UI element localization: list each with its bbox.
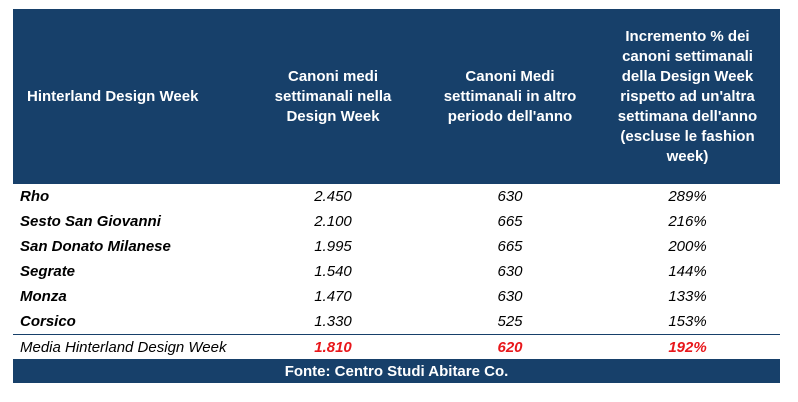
city-cell: Sesto San Giovanni (20, 213, 161, 230)
average-increment: 192% (595, 334, 780, 359)
other-period-cell: 630 (497, 288, 523, 305)
source-row: Fonte: Centro Studi Abitare Co. (13, 359, 780, 383)
header-row: Hinterland Design Week Canoni medi setti… (13, 9, 780, 184)
increment-cell: 144% (668, 263, 707, 280)
other-period-cell: 525 (497, 313, 523, 330)
average-other-period: 620 (425, 334, 595, 359)
average-design-week: 1.810 (241, 334, 425, 359)
increment-cell: 153% (668, 313, 707, 330)
design-week-cell: 2.100 (314, 213, 352, 230)
increment-cell: 289% (668, 188, 707, 205)
table-row: Corsico 1.330 525 153% (13, 309, 780, 335)
table-row: Segrate 1.540 630 144% (13, 259, 780, 284)
table-row: Rho 2.450 630 289% (13, 184, 780, 209)
source-note: Fonte: Centro Studi Abitare Co. (13, 359, 780, 383)
design-week-cell: 1.995 (314, 238, 352, 255)
city-cell: Segrate (20, 263, 76, 280)
other-period-cell: 630 (497, 263, 523, 280)
city-cell: Monza (20, 288, 67, 305)
increment-cell: 216% (668, 213, 707, 230)
average-label: Media Hinterland Design Week (13, 334, 241, 359)
header-design-week-rent: Canoni medi settimanali nella Design Wee… (241, 9, 425, 184)
header-other-period-rent: Canoni Medi settimanali in altro periodo… (425, 9, 595, 184)
design-week-cell: 1.470 (314, 288, 352, 305)
rent-comparison-table-container: Hinterland Design Week Canoni medi setti… (13, 9, 780, 383)
table-row: Monza 1.470 630 133% (13, 284, 780, 309)
table-header: Hinterland Design Week Canoni medi setti… (13, 9, 780, 184)
city-cell: Corsico (20, 313, 76, 330)
design-week-cell: 2.450 (314, 188, 352, 205)
header-hinterland: Hinterland Design Week (13, 9, 241, 184)
header-increment: Incremento % dei canoni settimanali dell… (595, 9, 780, 184)
table-row: San Donato Milanese 1.995 665 200% (13, 234, 780, 259)
table-row: Sesto San Giovanni 2.100 665 216% (13, 209, 780, 234)
table-body: Rho 2.450 630 289% Sesto San Giovanni 2.… (13, 184, 780, 383)
city-cell: Rho (20, 188, 50, 205)
other-period-cell: 665 (497, 238, 523, 255)
city-cell: San Donato Milanese (20, 238, 171, 255)
increment-cell: 133% (668, 288, 707, 305)
other-period-cell: 630 (497, 188, 523, 205)
other-period-cell: 665 (497, 213, 523, 230)
average-row: Media Hinterland Design Week 1.810 620 1… (13, 334, 780, 359)
increment-cell: 200% (668, 238, 707, 255)
design-week-cell: 1.540 (314, 263, 352, 280)
design-week-cell: 1.330 (314, 313, 352, 330)
rent-comparison-table: Hinterland Design Week Canoni medi setti… (13, 9, 780, 383)
